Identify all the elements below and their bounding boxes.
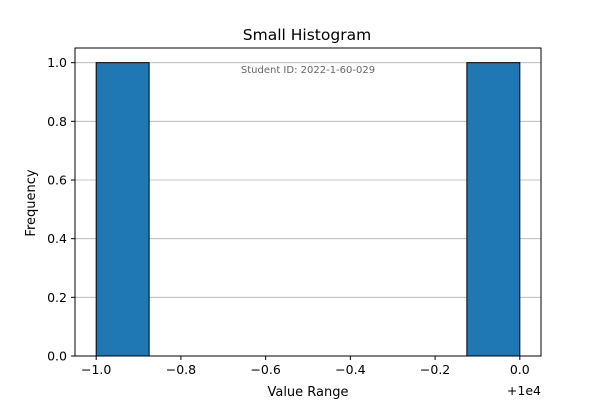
x-tick-label-2: −0.6 <box>250 362 280 377</box>
x-tick-label-3: −0.4 <box>335 362 365 377</box>
x-axis-offset-label: +1e4 <box>507 383 541 398</box>
histogram-bar-0 <box>95 62 150 357</box>
x-tick-label-0: −1.0 <box>81 362 111 377</box>
y-tick-label-0: 0.0 <box>47 349 67 364</box>
x-axis-label: Value Range <box>267 385 348 400</box>
x-tick-label-5: 0.0 <box>510 362 530 377</box>
x-tick-label-4: −0.2 <box>420 362 450 377</box>
student-id-annotation: Student ID: 2022-1-60-029 <box>241 65 375 76</box>
histogram-bar-1 <box>466 62 521 357</box>
y-tick-label-1: 0.2 <box>47 290 67 305</box>
y-tick-label-3: 0.6 <box>47 173 67 188</box>
plot-frame <box>74 47 542 357</box>
y-tick-label-2: 0.4 <box>47 231 67 246</box>
y-tick-label-4: 0.8 <box>47 114 67 129</box>
y-tick-label-5: 1.0 <box>47 55 67 70</box>
y-axis-label: Frequency <box>24 169 39 236</box>
bars-group <box>95 62 521 357</box>
x-tick-label-1: −0.8 <box>166 362 196 377</box>
chart-title: Small Histogram <box>243 26 371 44</box>
x-axis-ticks: −1.0 −0.8 −0.6 −0.4 −0.2 0.0 <box>81 356 530 377</box>
y-axis-ticks: 0.0 0.2 0.4 0.6 0.8 1.0 <box>47 55 75 364</box>
